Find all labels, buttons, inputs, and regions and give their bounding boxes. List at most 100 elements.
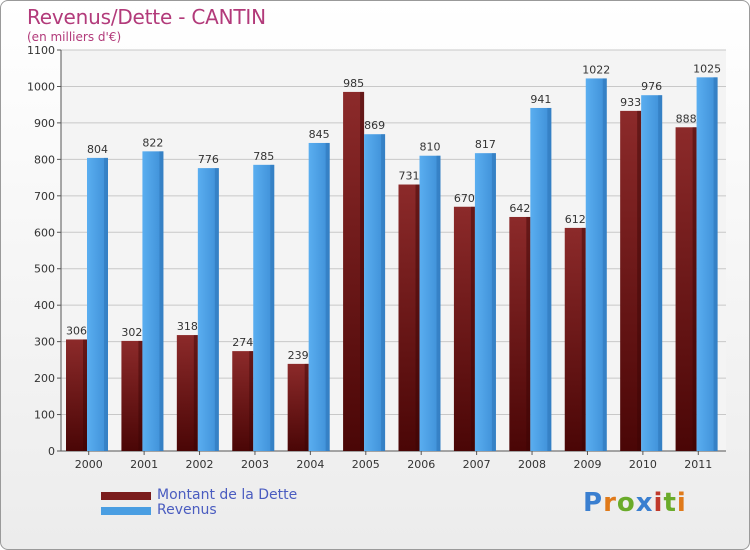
proxiti-logo: Proxiti xyxy=(583,488,687,518)
x-tick-label: 2009 xyxy=(573,458,601,471)
bar-dette xyxy=(620,110,642,451)
bar-revenus xyxy=(585,78,607,452)
logo-letter: r xyxy=(603,488,617,518)
bar-shade xyxy=(325,142,330,451)
data-label-revenus: 1022 xyxy=(582,63,610,76)
bar-shade xyxy=(547,107,552,451)
data-label-revenus: 810 xyxy=(420,141,441,154)
x-tick-label: 2004 xyxy=(296,458,324,471)
bar-dette xyxy=(121,340,143,451)
data-label-revenus: 1025 xyxy=(693,62,721,75)
legend: Montant de la Dette Revenus xyxy=(101,488,297,518)
y-tick-label: 600 xyxy=(34,226,55,239)
data-label-dette: 302 xyxy=(121,326,142,339)
plot-area xyxy=(61,50,726,451)
legend-swatch-revenus xyxy=(101,506,151,515)
y-tick-label: 700 xyxy=(34,190,55,203)
data-label-dette: 318 xyxy=(177,320,198,333)
y-tick-label: 500 xyxy=(34,263,55,276)
bar-shade xyxy=(83,339,87,451)
bar-shade xyxy=(193,335,198,451)
bar-shade xyxy=(637,110,642,451)
data-label-revenus: 845 xyxy=(309,128,330,141)
data-label-revenus: 941 xyxy=(530,93,551,106)
data-label-dette: 642 xyxy=(509,202,530,215)
x-tick-label: 2010 xyxy=(629,458,657,471)
bar-shade xyxy=(104,157,108,451)
legend-swatch-dette xyxy=(101,491,151,500)
bar-shade xyxy=(713,77,718,451)
data-label-dette: 239 xyxy=(288,349,309,362)
bar-revenus xyxy=(142,151,164,452)
x-tick-label: 2001 xyxy=(130,458,158,471)
bar-dette xyxy=(176,335,198,451)
bar-revenus xyxy=(308,142,330,451)
bar-revenus xyxy=(253,164,275,451)
y-tick-label: 1000 xyxy=(27,80,55,93)
bar-shade xyxy=(360,91,365,451)
chart-subtitle: (en milliers d'€) xyxy=(27,30,122,44)
data-label-revenus: 785 xyxy=(253,150,274,163)
y-tick-label: 900 xyxy=(34,117,55,130)
logo-letter: x xyxy=(635,488,654,518)
bar-shade xyxy=(415,184,420,451)
data-label-dette: 306 xyxy=(66,324,87,337)
chart-title: Revenus/Dette - CANTIN xyxy=(27,5,266,29)
bar-shade xyxy=(602,78,607,452)
bar-dette xyxy=(398,184,420,451)
data-label-dette: 888 xyxy=(676,112,697,125)
data-label-dette: 274 xyxy=(232,336,253,349)
bar-revenus xyxy=(641,95,663,451)
bar-shade xyxy=(159,151,164,452)
logo-letter: i xyxy=(653,488,664,518)
x-tick-label: 2003 xyxy=(241,458,269,471)
x-tick-label: 2008 xyxy=(518,458,546,471)
logo-letter: P xyxy=(583,488,604,518)
legend-label-dette: Montant de la Dette xyxy=(157,487,298,503)
x-tick-label: 2000 xyxy=(75,458,103,471)
y-tick-label: 800 xyxy=(34,153,55,166)
bar-shade xyxy=(692,127,697,452)
bar-shade xyxy=(214,168,219,451)
x-tick-label: 2006 xyxy=(407,458,435,471)
bar-revenus xyxy=(419,155,441,451)
data-label-revenus: 869 xyxy=(364,119,385,132)
y-tick-label: 0 xyxy=(48,445,55,458)
legend-item-revenus: Revenus xyxy=(101,503,297,518)
bar-revenus xyxy=(530,107,552,451)
bar-shade xyxy=(381,134,386,451)
bar-revenus xyxy=(87,157,108,451)
bar-shade xyxy=(526,216,531,451)
bar-revenus xyxy=(474,153,496,451)
data-label-dette: 933 xyxy=(620,96,641,109)
y-tick-label: 100 xyxy=(34,409,55,422)
bar-shade xyxy=(249,351,254,451)
bar-dette xyxy=(453,206,475,451)
bar-dette xyxy=(232,351,254,451)
bar-dette xyxy=(509,216,531,451)
bar-shade xyxy=(581,227,586,451)
bar-dette xyxy=(564,227,586,451)
bar-shade xyxy=(138,340,143,451)
bar-dette xyxy=(675,127,697,452)
bar-shade xyxy=(470,206,475,451)
data-label-revenus: 817 xyxy=(475,138,496,151)
y-tick-label: 300 xyxy=(34,336,55,349)
data-label-dette: 612 xyxy=(565,213,586,226)
legend-item-dette: Montant de la Dette xyxy=(101,488,297,503)
data-label-dette: 985 xyxy=(343,77,364,90)
x-tick-label: 2007 xyxy=(463,458,491,471)
data-label-revenus: 976 xyxy=(641,80,662,93)
bar-revenus xyxy=(197,168,219,451)
x-tick-label: 2005 xyxy=(352,458,380,471)
x-tick-label: 2002 xyxy=(186,458,214,471)
data-label-revenus: 822 xyxy=(142,136,163,149)
data-label-revenus: 776 xyxy=(198,153,219,166)
x-tick-label: 2011 xyxy=(684,458,712,471)
y-tick-label: 200 xyxy=(34,372,55,385)
bar-revenus xyxy=(364,134,386,451)
logo-letter: t xyxy=(663,488,677,518)
bar-dette xyxy=(287,363,309,451)
